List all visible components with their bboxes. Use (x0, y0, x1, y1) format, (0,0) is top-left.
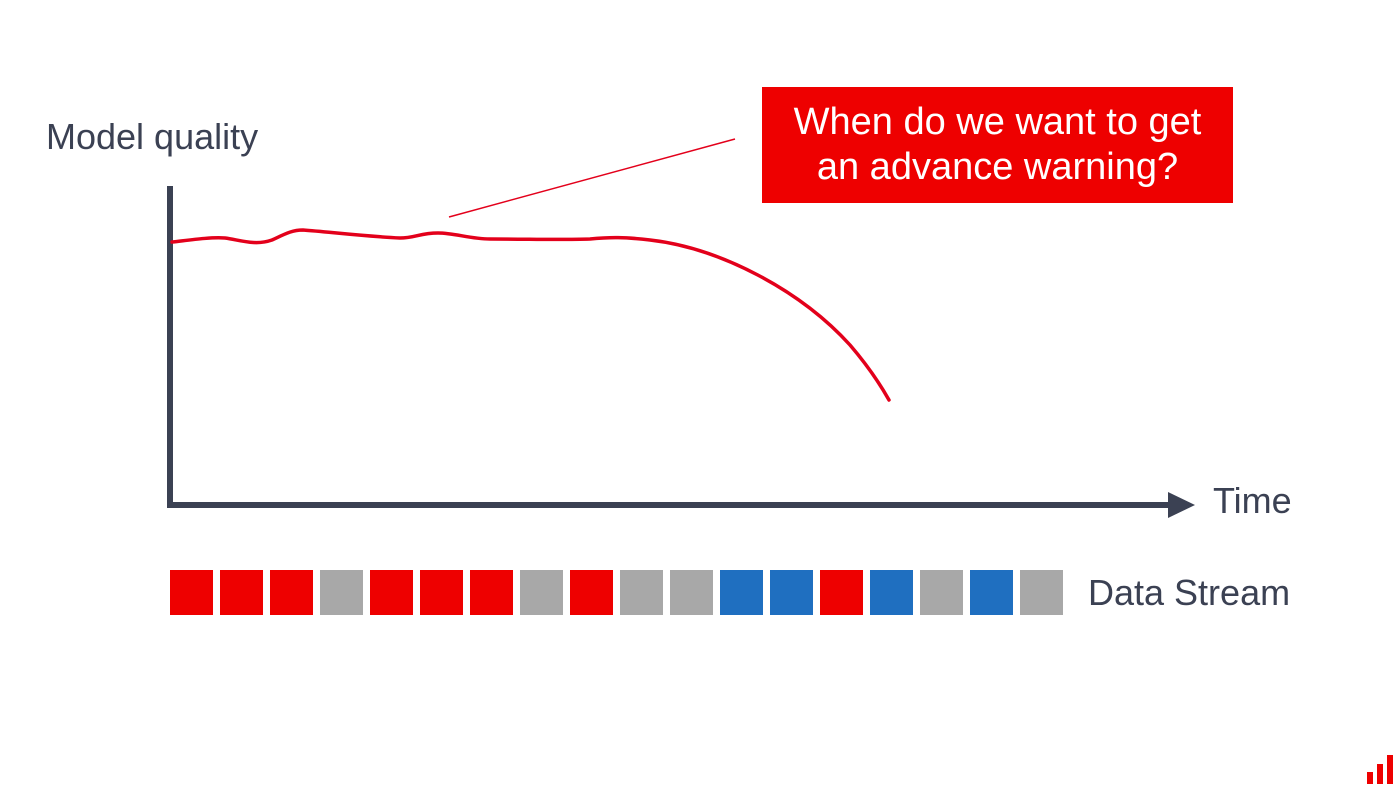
stream-block-gray (320, 570, 363, 615)
data-stream-label: Data Stream (1088, 572, 1291, 613)
stream-block-red (570, 570, 613, 615)
bar-chart-icon (1367, 755, 1393, 784)
x-axis-label: Time (1213, 480, 1292, 521)
callout-line-2: an advance warning? (816, 146, 1179, 188)
stream-block-red (220, 570, 263, 615)
warning-callout: When do we want to get an advance warnin… (762, 87, 1233, 203)
callout-connector (448, 138, 736, 218)
stream-block-red (420, 570, 463, 615)
stream-block-gray (920, 570, 963, 615)
x-axis-arrowhead (1168, 492, 1195, 518)
data-stream (170, 570, 1063, 615)
stream-block-red (170, 570, 213, 615)
stream-block-red (370, 570, 413, 615)
stream-block-gray (620, 570, 663, 615)
stream-block-blue (770, 570, 813, 615)
stream-block-blue (870, 570, 913, 615)
stream-block-red (820, 570, 863, 615)
quality-curve (170, 228, 891, 402)
stream-block-red (470, 570, 513, 615)
y-axis-label: Model quality (46, 116, 259, 157)
stream-block-red (270, 570, 313, 615)
stream-block-gray (670, 570, 713, 615)
stream-block-blue (970, 570, 1013, 615)
stream-block-blue (720, 570, 763, 615)
callout-line-1: When do we want to get (793, 101, 1202, 143)
stream-block-gray (1020, 570, 1063, 615)
stream-block-gray (520, 570, 563, 615)
